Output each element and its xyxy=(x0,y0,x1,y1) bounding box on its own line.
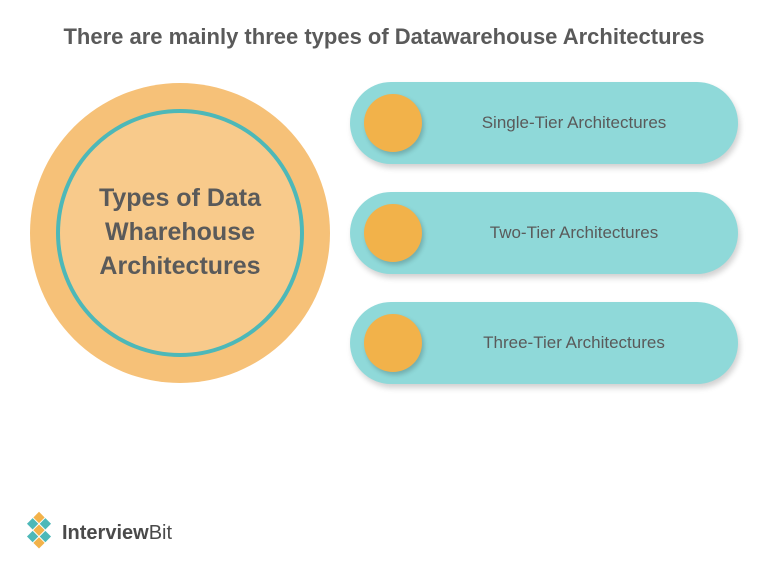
footer-brand: InterviewBit xyxy=(24,518,172,548)
pill-list: Single-Tier Architectures Two-Tier Archi… xyxy=(350,82,738,384)
pill-label: Two-Tier Architectures xyxy=(422,223,738,243)
brand-name-bold: Interview xyxy=(62,522,149,544)
pill-item: Two-Tier Architectures xyxy=(350,192,738,274)
main-circle-label: Types of Data Wharehouse Architectures xyxy=(80,182,280,283)
brand-name-light: Bit xyxy=(149,522,172,544)
pill-label: Single-Tier Architectures xyxy=(422,113,738,133)
pill-dot-icon xyxy=(364,314,422,372)
pill-item: Single-Tier Architectures xyxy=(350,82,738,164)
pill-item: Three-Tier Architectures xyxy=(350,302,738,384)
page-title: There are mainly three types of Dataware… xyxy=(0,0,768,52)
pill-label: Three-Tier Architectures xyxy=(422,333,738,353)
diagram-content: Types of Data Wharehouse Architectures S… xyxy=(0,82,768,384)
pill-dot-icon xyxy=(364,204,422,262)
main-circle-inner: Types of Data Wharehouse Architectures xyxy=(56,109,304,357)
brand-name: InterviewBit xyxy=(62,522,172,545)
pill-dot-icon xyxy=(364,94,422,152)
brand-logo-icon xyxy=(18,512,60,554)
main-circle-outer: Types of Data Wharehouse Architectures xyxy=(30,83,330,383)
